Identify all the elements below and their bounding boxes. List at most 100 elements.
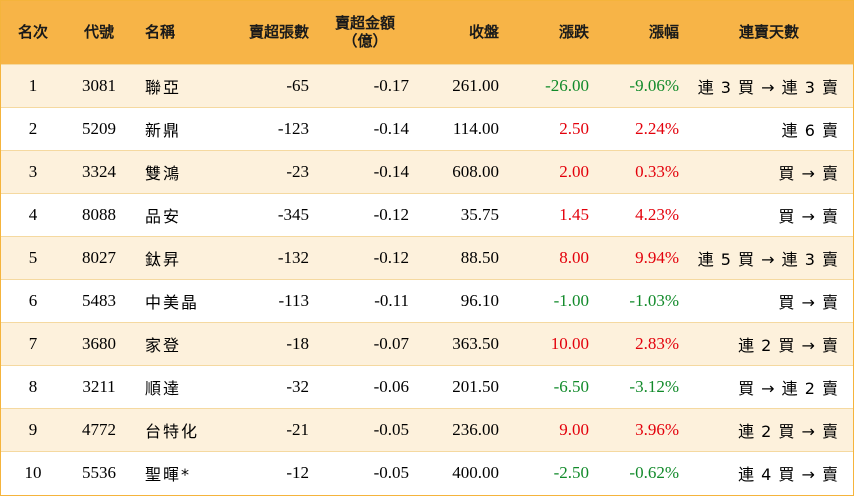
- cell-sell-amount: -0.07: [373, 333, 409, 353]
- cell-change: 9.00: [559, 419, 589, 439]
- cell-sell-amount: -0.12: [373, 204, 409, 224]
- cell-change-pct: 2.24%: [635, 118, 679, 138]
- cell-change: 1.45: [559, 204, 589, 224]
- table-body: 1 3081 聯亞 -65 -0.17 261.00 -26.00 -9.06% 連 3 買 →…: [1, 64, 853, 494]
- cell-sell-amount: -0.05: [373, 419, 409, 439]
- cell-rank: 9: [28, 419, 38, 439]
- cell-name: 雙鴻: [145, 163, 182, 183]
- cell-name: 聖暉*: [145, 464, 192, 484]
- cell-code: 3680: [82, 333, 116, 353]
- cell-close: 261.00: [452, 75, 499, 95]
- cell-consecutive-days: 連 2 買 → 賣: [738, 335, 839, 355]
- table-row: 4 8088 品安 -345 -0.12 35.75 1.45 4.23% 買 → 賣: [1, 193, 853, 236]
- cell-rank: 6: [28, 290, 38, 310]
- cell-code: 5536: [82, 462, 116, 482]
- cell-sell-lots: -12: [286, 462, 309, 482]
- cell-change: -2.50: [553, 462, 589, 482]
- table-row: 2 5209 新鼎 -123 -0.14 114.00 2.50 2.24% 連 6 賣: [1, 107, 853, 150]
- cell-code: 3211: [82, 376, 116, 396]
- header-close: 收盤: [468, 23, 499, 42]
- cell-close: 236.00: [452, 419, 499, 439]
- cell-consecutive-days: 買 → 賣: [778, 206, 839, 226]
- cell-sell-amount: -0.11: [374, 290, 409, 310]
- cell-change-pct: -0.62%: [629, 462, 679, 482]
- cell-rank: 3: [28, 161, 38, 181]
- table-row: 6 5483 中美晶 -113 -0.11 96.10 -1.00 -1.03% 買 → 賣: [1, 279, 853, 322]
- table-row: 3 3324 雙鴻 -23 -0.14 608.00 2.00 0.33% 買 → 賣: [1, 150, 853, 193]
- cell-code: 5209: [82, 118, 116, 138]
- cell-close: 400.00: [452, 462, 499, 482]
- header-sell-amount-label: 賣超金額: [334, 14, 395, 33]
- cell-name: 中美晶: [145, 292, 200, 312]
- cell-code: 8027: [82, 247, 116, 267]
- header-name: 名稱: [145, 23, 176, 42]
- table-row: 1 3081 聯亞 -65 -0.17 261.00 -26.00 -9.06% 連 3 買 →…: [1, 64, 853, 107]
- cell-sell-lots: -123: [277, 118, 309, 138]
- cell-name: 聯亞: [145, 77, 182, 97]
- cell-sell-lots: -345: [277, 204, 309, 224]
- cell-close: 88.50: [460, 247, 499, 267]
- cell-close: 608.00: [452, 161, 499, 181]
- cell-consecutive-days: 連 2 買 → 賣: [738, 421, 839, 441]
- cell-sell-lots: -23: [286, 161, 309, 181]
- table-row: 8 3211 順達 -32 -0.06 201.50 -6.50 -3.12% 買 → 連 2 …: [1, 365, 853, 408]
- cell-code: 5483: [82, 290, 116, 310]
- cell-sell-lots: -65: [286, 75, 309, 95]
- cell-code: 3081: [82, 75, 116, 95]
- table-row: 5 8027 鈦昇 -132 -0.12 88.50 8.00 9.94% 連 5 買 → 連 …: [1, 236, 853, 279]
- cell-name: 順達: [145, 378, 182, 398]
- cell-change: 8.00: [559, 247, 589, 267]
- cell-sell-amount: -0.14: [373, 118, 409, 138]
- cell-code: 3324: [82, 161, 116, 181]
- header-change-pct: 漲幅: [648, 23, 679, 42]
- cell-close: 363.50: [452, 333, 499, 353]
- cell-code: 8088: [82, 204, 116, 224]
- cell-consecutive-days: 買 → 賣: [778, 163, 839, 183]
- header-consecutive-days: 連賣天數: [738, 23, 799, 42]
- cell-consecutive-days: 連 3 買 → 連 3 賣: [697, 77, 839, 97]
- cell-change: 10.00: [550, 333, 589, 353]
- cell-consecutive-days: 連 6 賣: [781, 120, 839, 140]
- cell-consecutive-days: 連 5 買 → 連 3 賣: [697, 249, 839, 269]
- cell-change-pct: -3.12%: [629, 376, 679, 396]
- cell-change-pct: 3.96%: [635, 419, 679, 439]
- cell-consecutive-days: 買 → 連 2 賣: [738, 378, 839, 398]
- table-header: 名次 代號 名稱 賣超張數 賣超金額 （億） 收盤 漲跌 漲幅 連賣天數: [1, 1, 853, 64]
- cell-close: 114.00: [452, 118, 499, 138]
- cell-change-pct: 0.33%: [635, 161, 679, 181]
- cell-code: 4772: [82, 419, 116, 439]
- cell-change-pct: 2.83%: [635, 333, 679, 353]
- cell-sell-lots: -132: [277, 247, 309, 267]
- cell-change-pct: 4.23%: [635, 204, 679, 224]
- cell-change: 2.00: [559, 161, 589, 181]
- cell-sell-amount: -0.05: [373, 462, 409, 482]
- cell-change: -26.00: [545, 75, 589, 95]
- cell-sell-amount: -0.17: [373, 75, 409, 95]
- cell-rank: 10: [24, 462, 42, 482]
- header-code: 代號: [83, 23, 114, 42]
- cell-sell-amount: -0.06: [373, 376, 409, 396]
- cell-name: 台特化: [145, 421, 200, 441]
- cell-sell-lots: -113: [278, 290, 309, 310]
- cell-sell-lots: -21: [286, 419, 309, 439]
- cell-sell-lots: -32: [286, 376, 309, 396]
- cell-change-pct: -9.06%: [629, 75, 679, 95]
- cell-change: 2.50: [559, 118, 589, 138]
- header-sell-lots: 賣超張數: [248, 23, 309, 42]
- cell-rank: 1: [28, 75, 38, 95]
- cell-change: -1.00: [553, 290, 589, 310]
- cell-rank: 4: [28, 204, 38, 224]
- header-change: 漲跌: [558, 23, 589, 42]
- cell-close: 96.10: [460, 290, 499, 310]
- cell-name: 家登: [145, 335, 182, 355]
- header-rank: 名次: [17, 23, 48, 42]
- cell-rank: 5: [28, 247, 38, 267]
- header-sell-amount: 賣超金額 （億）: [315, 1, 415, 64]
- header-sell-amount-unit: （億）: [342, 32, 388, 51]
- cell-close: 201.50: [452, 376, 499, 396]
- table-row: 10 5536 聖暉* -12 -0.05 400.00 -2.50 -0.62% 連 4 買 …: [1, 451, 853, 494]
- cell-consecutive-days: 買 → 賣: [778, 292, 839, 312]
- cell-close: 35.75: [460, 204, 499, 224]
